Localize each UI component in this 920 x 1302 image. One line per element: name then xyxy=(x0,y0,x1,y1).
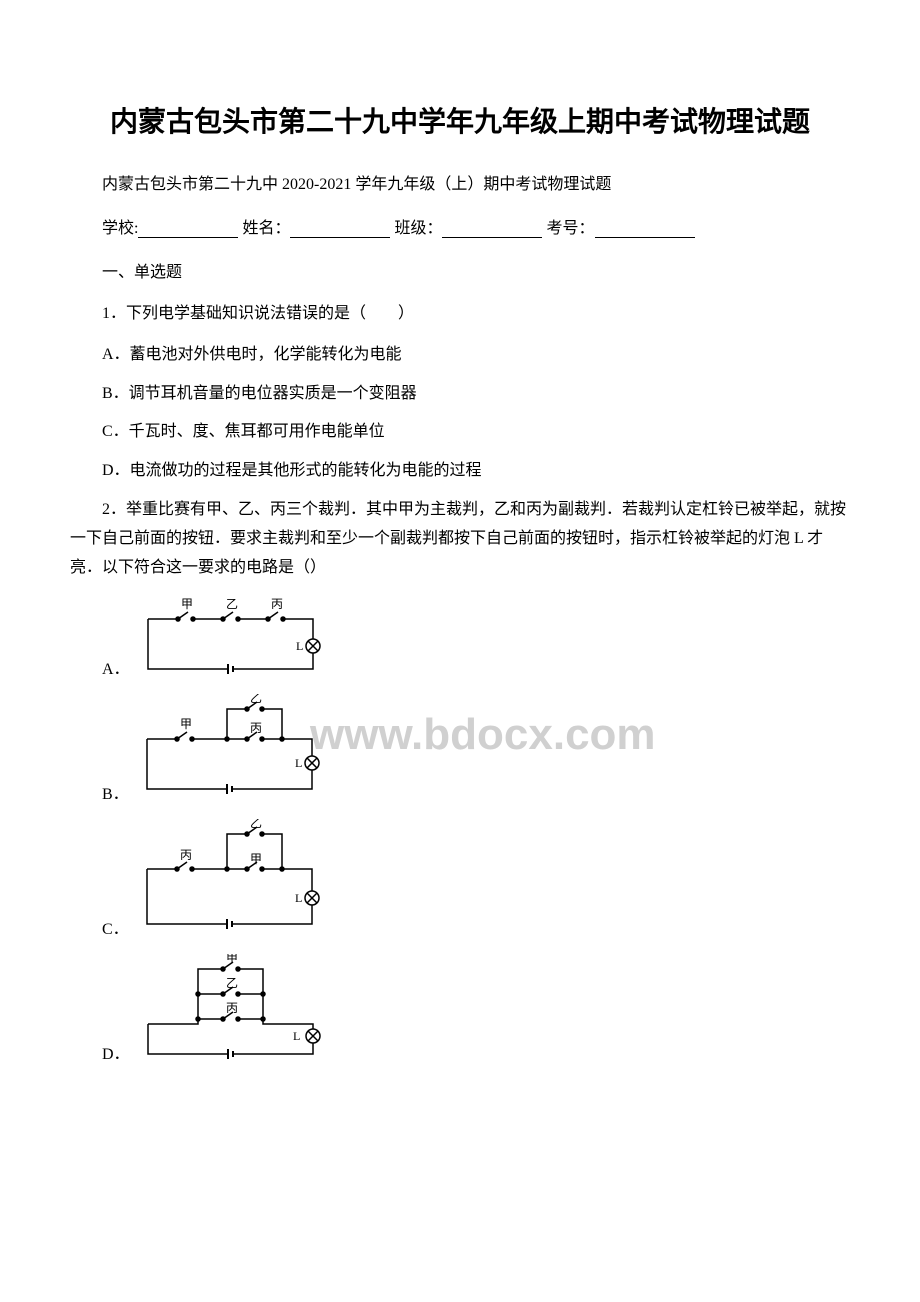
svg-text:丙: 丙 xyxy=(271,597,283,611)
circuit-diagram-d: 甲 乙 丙 L xyxy=(138,954,338,1064)
circuit-diagram-c: 丙 乙 甲 L xyxy=(137,819,337,939)
exam-no-label: 考号： xyxy=(546,220,594,237)
q2-stem: 2．举重比赛有甲、乙、丙三个裁判．其中甲为主裁判，乙和丙为副裁判．若裁判认定杠铃… xyxy=(70,496,850,582)
svg-text:甲: 甲 xyxy=(181,597,193,611)
svg-text:L: L xyxy=(296,639,303,653)
svg-text:乙: 乙 xyxy=(250,694,262,705)
q2-option-a: A． 甲 乙 丙 L xyxy=(70,594,850,679)
svg-text:甲: 甲 xyxy=(250,852,262,866)
q1-option-b: B．调节耳机音量的电位器实质是一个变阻器 xyxy=(70,380,850,409)
name-label: 姓名： xyxy=(242,220,290,237)
q1-stem: 1．下列电学基础知识说法错误的是（ ） xyxy=(70,300,850,329)
svg-text:乙: 乙 xyxy=(226,597,238,611)
q1-option-c: C．千瓦时、度、焦耳都可用作电能单位 xyxy=(70,418,850,447)
school-blank xyxy=(138,220,238,238)
svg-text:丙: 丙 xyxy=(226,1001,238,1015)
svg-text:乙: 乙 xyxy=(250,819,262,830)
svg-text:甲: 甲 xyxy=(226,954,238,965)
svg-text:丙: 丙 xyxy=(180,848,192,862)
q2-option-c: C． xyxy=(70,819,850,939)
q2-option-b: B． 甲 xyxy=(70,694,850,804)
subtitle: 内蒙古包头市第二十九中 2020-2021 学年九年级（上）期中考试物理试题 xyxy=(70,170,850,194)
class-label: 班级： xyxy=(394,220,442,237)
form-line: 学校: 姓名： 班级： 考号： xyxy=(70,214,850,238)
class-blank xyxy=(442,220,542,238)
svg-text:乙: 乙 xyxy=(226,976,238,990)
school-label: 学校: xyxy=(102,220,138,237)
name-blank xyxy=(290,220,390,238)
q2-a-letter: A． xyxy=(70,655,130,679)
q2-b-letter: B． xyxy=(70,780,129,804)
q1-option-a: A．蓄电池对外供电时，化学能转化为电能 xyxy=(70,341,850,370)
section-1-header: 一、单选题 xyxy=(70,258,850,282)
svg-text:L: L xyxy=(295,891,302,905)
svg-text:L: L xyxy=(295,756,302,770)
q2-d-letter: D． xyxy=(70,1040,130,1064)
exam-no-blank xyxy=(595,220,695,238)
svg-text:甲: 甲 xyxy=(180,717,192,731)
q2-c-letter: C． xyxy=(70,915,129,939)
svg-text:L: L xyxy=(293,1029,300,1043)
q1-option-d: D．电流做功的过程是其他形式的能转化为电能的过程 xyxy=(70,457,850,486)
page-title: 内蒙古包头市第二十九中学年九年级上期中考试物理试题 xyxy=(70,100,850,140)
q2-option-d: D． xyxy=(70,954,850,1064)
circuit-diagram-a: 甲 乙 丙 L xyxy=(138,594,338,679)
svg-text:丙: 丙 xyxy=(250,721,262,735)
circuit-diagram-b: 甲 乙 丙 L xyxy=(137,694,337,804)
